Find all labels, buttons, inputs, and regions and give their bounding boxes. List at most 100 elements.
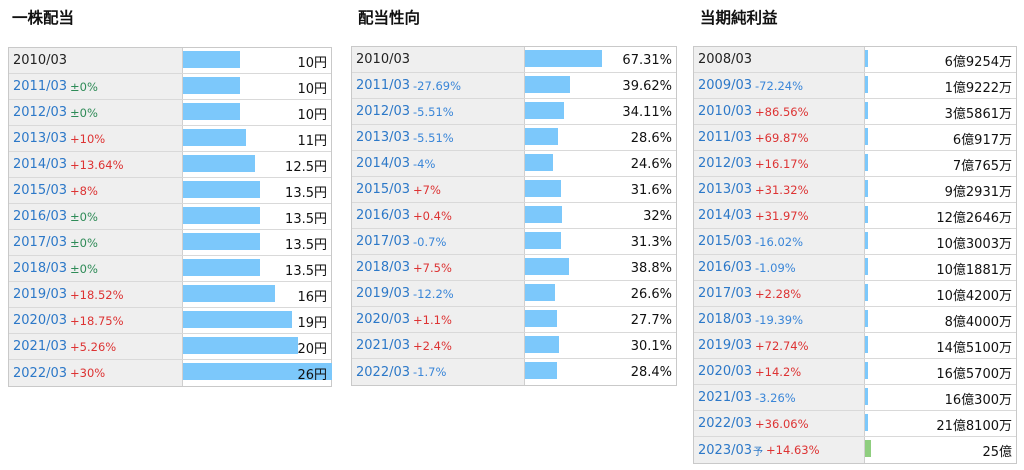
year-link[interactable]: 2016/03 [356,208,411,223]
year-link[interactable]: 2019/03 [698,338,753,353]
value-label: 6億917万 [952,132,1012,148]
year-link[interactable]: 2012/03 [698,156,753,171]
value-label: 11円 [297,133,327,149]
table-row: 2021/03 +5.26% 20円 [9,334,331,360]
year-cell: 2021/03 +5.26% [9,334,183,359]
bar-cell: 16円 [182,282,331,307]
year-link[interactable]: 2018/03 [356,260,411,275]
value-bar [864,180,868,197]
change-percent: +14.2% [755,364,802,379]
year-link[interactable]: 2009/03 [698,78,753,93]
year-link[interactable]: 2022/03 [698,416,753,431]
value-bar [864,50,868,67]
value-bar [524,76,570,93]
year-link[interactable]: 2012/03 [356,104,411,119]
change-percent: +31.32% [755,182,809,197]
value-bar [524,102,564,119]
table-row: 2013/03 +10% 11円 [9,126,331,152]
year-link: 2008/03 [698,52,753,67]
bar-cell: 10億1881万 [864,255,1016,280]
value-label: 20円 [297,341,327,357]
table-row: 2018/03 -19.39% 8億4000万 [694,307,1016,333]
value-label: 31.6% [630,182,672,198]
bar-cell: 16億5700万 [864,359,1016,384]
value-label: 6億9254万 [944,54,1012,70]
year-link[interactable]: 2021/03 [356,338,411,353]
table-row: 2010/03 67.31% [352,47,676,73]
year-link[interactable]: 2014/03 [356,156,411,171]
value-label: 21億8100万 [936,418,1012,434]
year-cell: 2016/03 -1.09% [694,255,865,280]
value-label: 38.8% [630,260,672,276]
value-label: 24.6% [630,156,672,172]
value-bar [182,259,260,276]
value-label: 13.5円 [285,185,327,201]
value-label: 34.11% [622,104,672,120]
year-cell: 2018/03 ±0% [9,256,183,281]
bar-cell: 24.6% [524,151,676,176]
value-label: 28.6% [630,130,672,146]
year-link[interactable]: 2014/03 [13,157,68,172]
year-link[interactable]: 2021/03 [698,390,753,405]
year-link[interactable]: 2013/03 [698,182,753,197]
year-link[interactable]: 2015/03 [13,183,68,198]
year-cell: 2013/03 +10% [9,126,183,151]
year-link[interactable]: 2021/03 [13,339,68,354]
value-label: 13.5円 [285,211,327,227]
year-link[interactable]: 2013/03 [13,131,68,146]
year-link[interactable]: 2011/03 [356,78,411,93]
change-percent: +13.64% [70,157,124,172]
year-link[interactable]: 2016/03 [698,260,753,275]
value-bar [864,310,868,327]
bar-cell: 34.11% [524,99,676,124]
year-link[interactable]: 2014/03 [698,208,753,223]
year-link[interactable]: 2017/03 [356,234,411,249]
value-label: 13.5円 [285,263,327,279]
year-link[interactable]: 2015/03 [356,182,411,197]
bar-cell: 6億9254万 [864,47,1016,72]
value-label: 26円 [297,367,327,383]
bar-cell: 9億2931万 [864,177,1016,202]
year-link[interactable]: 2020/03 [13,313,68,328]
value-bar [524,232,561,249]
year-link[interactable]: 2018/03 [698,312,753,327]
year-link[interactable]: 2011/03 [13,79,68,94]
table-row: 2020/03 +14.2% 16億5700万 [694,359,1016,385]
year-link[interactable]: 2013/03 [356,130,411,145]
year-link[interactable]: 2023/03 [698,442,753,458]
change-percent: -5.51% [413,104,454,119]
year-link[interactable]: 2017/03 [698,286,753,301]
value-label: 1億9222万 [944,80,1012,96]
year-link[interactable]: 2022/03 [356,364,411,380]
table-row: 2018/03 ±0% 13.5円 [9,256,331,282]
year-link[interactable]: 2011/03 [698,130,753,145]
bar-cell: 32% [524,203,676,228]
year-link[interactable]: 2019/03 [356,286,411,301]
change-percent: +69.87% [755,130,809,145]
table-row: 2017/03 ±0% 13.5円 [9,230,331,256]
year-link[interactable]: 2015/03 [698,234,753,249]
value-bar [524,50,602,67]
value-label: 13.5円 [285,237,327,253]
year-link[interactable]: 2010/03 [698,104,753,119]
value-bar [182,311,292,328]
year-link[interactable]: 2012/03 [13,105,68,120]
year-link[interactable]: 2017/03 [13,235,68,250]
bar-cell: 10億4200万 [864,281,1016,306]
change-percent: ±0% [70,79,98,94]
change-percent: ±0% [70,105,98,120]
table-row: 2021/03 +2.4% 30.1% [352,333,676,359]
year-link[interactable]: 2018/03 [13,261,68,276]
year-link[interactable]: 2016/03 [13,209,68,224]
year-link[interactable]: 2022/03 [13,365,68,381]
table-row: 2020/03 +1.1% 27.7% [352,307,676,333]
year-link[interactable]: 2020/03 [698,364,753,379]
table-row: 2014/03 +31.97% 12億2646万 [694,203,1016,229]
value-label: 10円 [297,81,327,97]
value-bar [524,154,553,171]
payout-title: 配当性向 [358,9,421,27]
change-percent: ±0% [70,235,98,250]
year-link[interactable]: 2020/03 [356,312,411,327]
value-label: 10円 [297,55,327,71]
year-link[interactable]: 2019/03 [13,287,68,302]
